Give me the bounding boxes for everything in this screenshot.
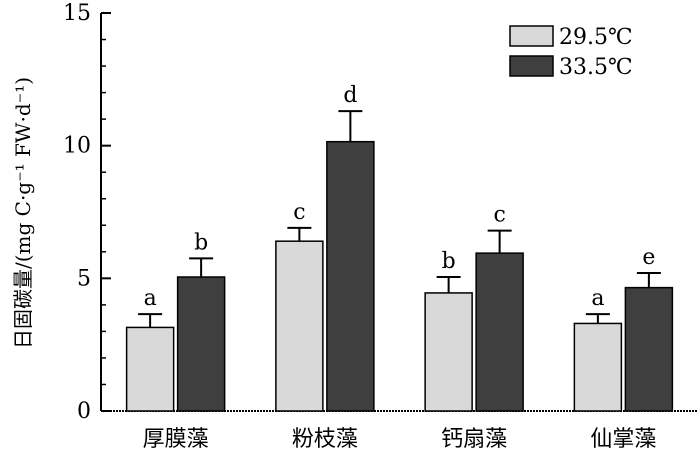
significance-label: c xyxy=(493,203,505,228)
category-label: 仙掌藻 xyxy=(590,427,656,452)
y-axis-label: 日固碳量/(mg C·g⁻¹ FW·d⁻¹) xyxy=(11,77,35,349)
significance-label: d xyxy=(343,83,357,108)
significance-label: b xyxy=(442,249,456,274)
significance-label: a xyxy=(144,286,157,311)
significance-label: b xyxy=(194,230,208,255)
legend: 29.5℃ 33.5℃ xyxy=(509,25,633,80)
legend-label: 29.5℃ xyxy=(559,25,633,50)
category-label: 厚膜藻 xyxy=(143,427,209,452)
category-label: 粉枝藻 xyxy=(292,427,358,452)
bars: a b c d b c a e xyxy=(125,83,674,412)
legend-swatch xyxy=(509,25,554,47)
bar xyxy=(125,326,175,412)
y-tick-label: 15 xyxy=(63,1,91,26)
significance-label: c xyxy=(293,200,305,225)
legend-swatch xyxy=(509,55,554,77)
bar xyxy=(275,240,324,412)
significance-label: e xyxy=(642,245,655,270)
bar xyxy=(176,276,226,412)
y-tick-label: 5 xyxy=(77,266,91,291)
bar xyxy=(475,252,524,412)
bar xyxy=(624,286,674,412)
bar xyxy=(326,140,375,412)
bar xyxy=(424,292,473,412)
significance-label: a xyxy=(591,286,604,311)
y-tick-label: 0 xyxy=(77,399,91,424)
legend-label: 33.5℃ xyxy=(559,55,633,80)
bar xyxy=(573,322,623,412)
y-tick-label: 10 xyxy=(63,134,91,159)
category-label: 钙扇藻 xyxy=(441,427,507,452)
